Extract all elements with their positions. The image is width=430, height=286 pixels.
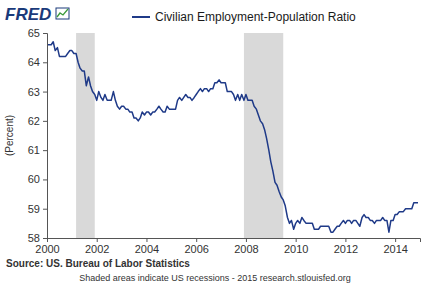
logo-icon-line [57,9,68,17]
y-tick-mark [43,62,47,63]
y-tick-mark [43,179,47,180]
recession-band [244,33,283,238]
y-tick: 63 [28,86,47,98]
background [0,0,430,286]
y-tick: 59 [28,203,47,215]
y-tick-label: 58 [28,232,40,244]
y-tick: 65 [28,27,47,39]
y-tick-label: 61 [28,144,40,156]
logo-text: FRED [5,5,51,24]
x-tick: 2014 [383,238,407,255]
x-tick-label: 2012 [334,243,358,255]
legend-label: Civilian Employment-Population Ratio [155,10,356,24]
x-tick-label: 2010 [284,243,308,255]
x-tick-mark [196,238,197,242]
y-tick-mark [43,92,47,93]
plot-marks [47,33,418,238]
y-tick: 64 [28,56,47,68]
x-tick: 2004 [135,238,159,255]
y-tick-label: 62 [28,115,40,127]
chart-svg: 2000 2002 2004 2006 2008 2010 2012 2014 58 59 60 61… [0,0,430,286]
y-tick: 60 [28,173,47,185]
x-tick-mark [97,238,98,242]
y-tick-label: 59 [28,203,40,215]
x-tick-label: 2000 [35,243,59,255]
x-tick: 2002 [85,238,109,255]
x-tick-mark [246,238,247,242]
x-tick-label: 2006 [184,243,208,255]
series-line [47,42,418,232]
x-tick-mark [395,238,396,242]
y-tick-label: 64 [28,56,40,68]
chart-container: 2000 2002 2004 2006 2008 2010 2012 2014 58 59 60 61… [0,0,430,286]
y-tick-label: 60 [28,173,40,185]
y-tick-mark [43,33,47,34]
y-tick-label: 63 [28,86,40,98]
y-tick-mark [43,121,47,122]
y-axis-line [43,34,48,239]
y-axis-title: (Percent) [4,115,15,156]
legend: Civilian Employment-Population Ratio [132,10,356,24]
x-tick: 2008 [234,238,258,255]
x-tick-mark [345,238,346,242]
logo-icon [56,8,69,19]
y-tick-label: 65 [28,27,40,39]
x-tick-mark [296,238,297,242]
x-axis: 2000 2002 2004 2006 2008 2010 2012 2014 [35,238,420,255]
y-tick: 58 [28,232,47,244]
x-tick-label: 2004 [135,243,159,255]
x-tick-label: 2008 [234,243,258,255]
x-tick-label: 2014 [383,243,407,255]
x-tick: 2012 [334,238,358,255]
x-tick-mark [146,238,147,242]
source-text: Source: US. Bureau of Labor Statistics [6,258,190,269]
plot-area [47,33,420,238]
y-tick: 61 [28,144,47,156]
x-tick: 2006 [184,238,208,255]
logo: FRED [5,5,69,24]
x-tick-label: 2002 [85,243,109,255]
y-tick-mark [43,238,47,239]
note-text: Shaded areas indicate US recessions - 20… [79,273,351,283]
y-tick: 62 [28,115,47,127]
y-axis: 58 59 60 61 62 63 64 65 [28,27,48,244]
x-tick: 2010 [284,238,308,255]
y-tick-mark [43,209,47,210]
legend-swatch [132,16,150,18]
x-axis-line [48,239,421,243]
y-tick-mark [43,150,47,151]
